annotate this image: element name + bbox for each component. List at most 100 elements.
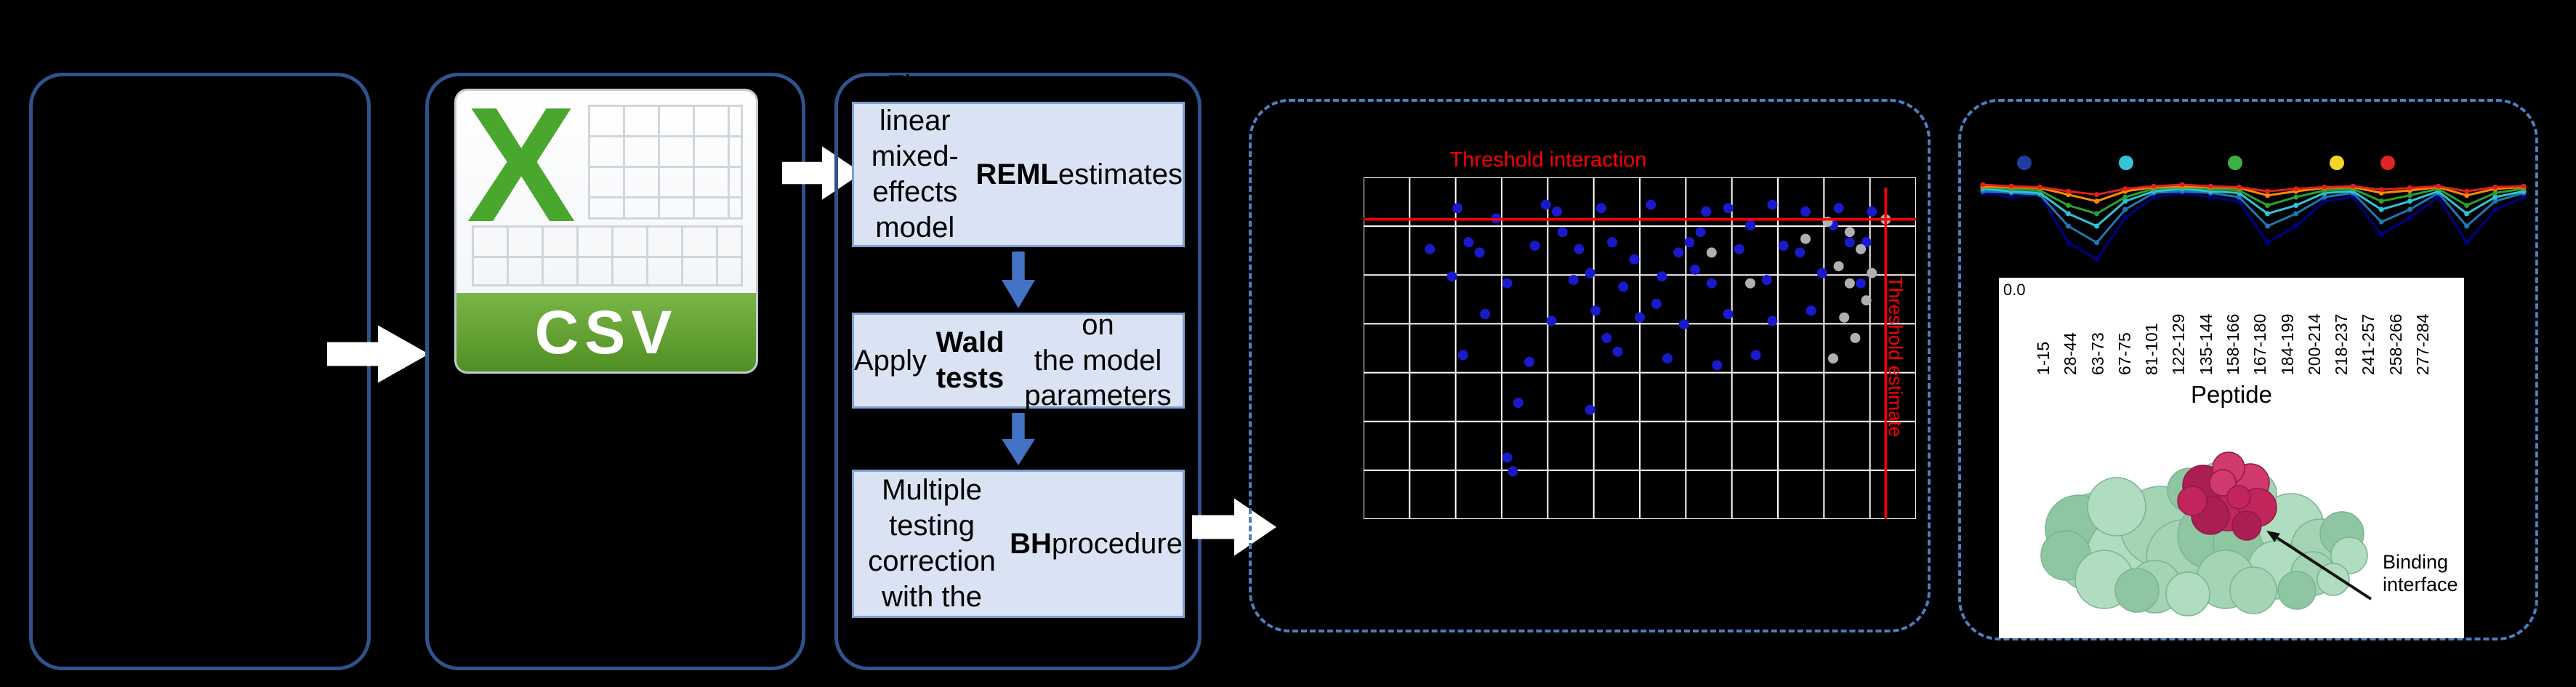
step-text-bold: REML (975, 158, 1058, 190)
profile-marker (2464, 203, 2470, 208)
scatter-point (1574, 244, 1585, 254)
profile-marker (2265, 188, 2271, 194)
protein-surface (2277, 571, 2317, 610)
profile-marker (2293, 203, 2299, 208)
scatter-point (1457, 350, 1468, 361)
profile-marker (2293, 223, 2299, 229)
scatter-point (1767, 316, 1778, 326)
scatter-point (1795, 247, 1806, 258)
scatter-point (1839, 312, 1850, 323)
scatter-point (1546, 316, 1557, 326)
scatter-point (1778, 241, 1789, 251)
peptide-tick: 218-237 (2332, 313, 2351, 375)
peptide-tick: 81-101 (2142, 323, 2162, 375)
scatter-point (1690, 264, 1700, 275)
profile-marker (2322, 194, 2327, 200)
scatter-point (1446, 271, 1457, 282)
protein-surface (2317, 563, 2350, 596)
scatter-point (1800, 206, 1811, 217)
scatter-point (1552, 206, 1562, 217)
excel-x-letter: X (467, 73, 576, 256)
profile-marker (2094, 198, 2100, 204)
step-text: Fit a linear mixed- effects model with (871, 69, 959, 279)
profile-marker (2293, 186, 2299, 192)
profile-marker (2322, 184, 2327, 190)
scatter-point (1452, 203, 1463, 214)
step-bh-correction: Multiple testing correction with the BH … (852, 470, 1185, 618)
scatter-point (1684, 237, 1695, 248)
scatter-point (1585, 268, 1595, 278)
scatter-point (1856, 278, 1866, 289)
profile-marker (2265, 240, 2271, 246)
profile-line (1982, 183, 2524, 196)
scatter-point (1612, 346, 1623, 357)
profile-marker (2378, 219, 2384, 225)
scatter-point (1844, 278, 1855, 289)
spreadsheet-grid (471, 225, 744, 287)
profile-marker (2293, 194, 2299, 200)
profile-marker (2265, 211, 2271, 217)
profile-marker (2122, 186, 2128, 192)
step-text-bold: BH (1010, 527, 1052, 560)
profile-marker (2122, 215, 2128, 221)
scatter-point (1723, 203, 1734, 214)
profile-marker (2464, 240, 2470, 246)
profile-marker (2407, 193, 2412, 198)
profile-marker (2236, 194, 2242, 200)
scatter-point (1833, 261, 1844, 272)
profile-marker (2378, 206, 2384, 212)
profile-marker (2065, 240, 2071, 246)
binding-interface-patch (2231, 510, 2262, 541)
spreadsheet-grid (588, 105, 744, 220)
peptide-tick: 122-129 (2169, 313, 2189, 375)
scatter-point (1867, 206, 1877, 217)
profile-marker (2094, 192, 2100, 198)
binding-interface-patch (2209, 469, 2237, 497)
peptide-tick: 67-75 (2114, 332, 2134, 375)
profile-marker (2236, 198, 2242, 204)
scatter-point (1629, 254, 1640, 265)
binding-interface-patch (2226, 485, 2251, 510)
scatter-point (1767, 199, 1778, 210)
peptide-tick: 1-15 (2034, 341, 2053, 375)
scatter-point (1844, 237, 1855, 248)
profile-marker (2350, 194, 2356, 200)
profile-marker (2407, 206, 2412, 212)
profile-marker (2322, 198, 2327, 204)
scatter-point (1844, 227, 1855, 238)
protein-surface (2229, 566, 2277, 614)
step-text: on the model parameters (1024, 308, 1172, 412)
scatter-point (1651, 298, 1662, 309)
scatter-point (1673, 247, 1684, 258)
scatter-point (1816, 268, 1827, 278)
profile-marker (2065, 211, 2071, 217)
scatter-point (1806, 305, 1816, 316)
profile-marker (2521, 194, 2527, 200)
step-text-bold: Wald tests (935, 326, 1005, 394)
scatter-point (1833, 203, 1844, 214)
peptide-tick: 135-144 (2196, 313, 2215, 375)
binding-interface-arrow (2276, 537, 2372, 600)
scatter-point (1734, 244, 1744, 254)
scatter-point (1856, 244, 1866, 254)
profile-marker (2378, 198, 2384, 204)
scatter-point (1425, 244, 1436, 254)
scatter-point (1662, 353, 1673, 364)
scatter-point (1861, 295, 1872, 306)
protein-surface (2114, 568, 2160, 613)
legend-dot (2380, 156, 2395, 170)
protein-surface (2087, 477, 2146, 537)
scatter-point (1646, 199, 1657, 210)
profile-marker (2151, 194, 2157, 200)
csv-banner: CSV (456, 293, 756, 371)
scatter-point (1590, 305, 1601, 316)
step-text: estimates (1058, 158, 1183, 190)
scatter-point (1480, 309, 1491, 319)
profile-marker (2492, 198, 2498, 204)
csv-file-icon: X CSV (454, 74, 758, 374)
profile-marker (1980, 182, 1986, 188)
scatter-point (1568, 275, 1579, 285)
scatter-point (1745, 278, 1755, 289)
profile-marker (2492, 194, 2498, 200)
